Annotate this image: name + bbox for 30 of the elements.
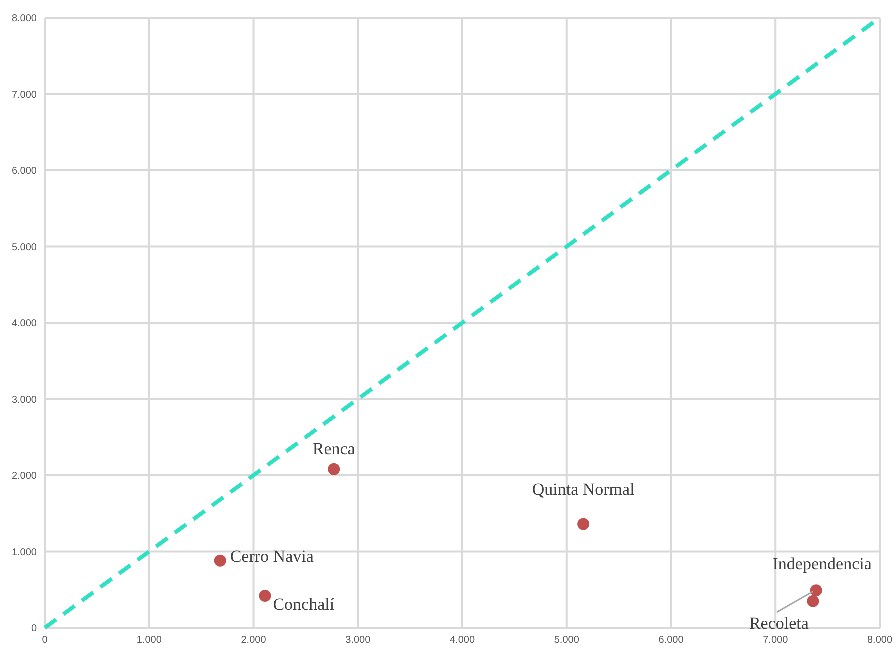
- x-tick-label: 3.000: [346, 635, 372, 646]
- x-tick-label: 0: [42, 635, 48, 646]
- y-tick-label: 4.000: [12, 318, 38, 330]
- x-tick-label: 7.000: [763, 635, 789, 646]
- y-tick-label: 1.000: [12, 547, 38, 558]
- annotation: Conchalí: [273, 594, 335, 614]
- point: [810, 584, 822, 597]
- point: [259, 590, 272, 602]
- annotation: Cerro Navia: [230, 546, 314, 566]
- x-tick-label: 5.000: [554, 635, 580, 646]
- y-tick-label: 7.000: [12, 90, 38, 101]
- x-tick-label: 4.000: [450, 635, 476, 646]
- x-tick-label: 8.000: [867, 635, 893, 646]
- y-tick-label: 6.000: [12, 166, 38, 177]
- y-tick-label: 5.000: [12, 242, 38, 254]
- y-tick-label: 3.000: [12, 394, 38, 406]
- y-tick-label: 2.000: [12, 471, 38, 482]
- point: [578, 518, 590, 530]
- annotation: Independencia: [772, 554, 872, 574]
- x-tick-label: 6.000: [658, 635, 684, 646]
- annotation: Recoleta: [749, 614, 810, 634]
- x-tick-label: 2.000: [241, 635, 267, 646]
- point: [807, 595, 820, 608]
- x-tick-label: 1.000: [136, 635, 162, 646]
- y-tick-label: 0: [31, 624, 38, 634]
- annotation: Quinta Normal: [532, 480, 636, 500]
- point: [214, 554, 226, 567]
- point: [328, 463, 340, 476]
- annotation: Renca: [312, 439, 356, 458]
- y-tick-label: 8.000: [12, 14, 38, 24]
